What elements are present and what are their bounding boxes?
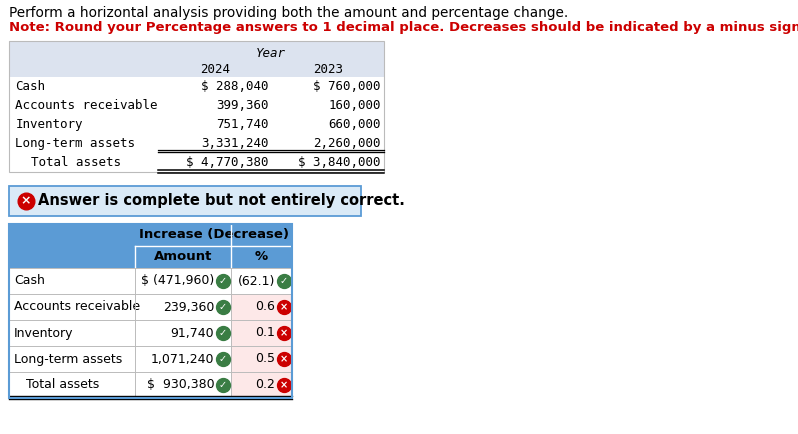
Text: ×: × — [279, 302, 288, 312]
Text: ×: × — [279, 328, 288, 338]
Bar — [231, 294, 292, 320]
Text: (62.1): (62.1) — [238, 274, 275, 287]
Text: 2,260,000: 2,260,000 — [314, 137, 381, 150]
Text: Accounts receivable: Accounts receivable — [15, 99, 158, 112]
Text: ×: × — [21, 194, 31, 207]
Text: ✓: ✓ — [219, 354, 227, 364]
Text: 0.6: 0.6 — [255, 300, 275, 313]
Text: ×: × — [279, 354, 288, 364]
Text: Long-term assets: Long-term assets — [14, 352, 122, 365]
Bar — [10, 224, 292, 246]
Text: 160,000: 160,000 — [328, 99, 381, 112]
Text: $ 288,040: $ 288,040 — [201, 80, 268, 93]
Text: ✓: ✓ — [219, 328, 227, 338]
Bar — [231, 372, 292, 398]
Text: Inventory: Inventory — [14, 326, 73, 339]
Text: 2023: 2023 — [313, 63, 342, 76]
Text: 0.1: 0.1 — [255, 326, 275, 339]
Text: 399,360: 399,360 — [216, 99, 268, 112]
Text: 2024: 2024 — [200, 63, 230, 76]
Bar — [10, 246, 292, 268]
Text: $  930,380: $ 930,380 — [147, 378, 214, 391]
Bar — [10, 268, 292, 294]
Bar — [10, 320, 292, 346]
Text: 0.5: 0.5 — [255, 352, 275, 365]
Text: $ 4,770,380: $ 4,770,380 — [186, 156, 268, 169]
Text: 3,331,240: 3,331,240 — [201, 137, 268, 150]
Text: Total assets: Total assets — [30, 156, 120, 169]
Text: Increase (Decrease): Increase (Decrease) — [139, 228, 289, 241]
Text: Perform a horizontal analysis providing both the amount and percentage change.: Perform a horizontal analysis providing … — [10, 6, 568, 20]
Text: Cash: Cash — [15, 80, 45, 93]
Bar — [10, 294, 292, 320]
Text: 239,360: 239,360 — [163, 300, 214, 313]
Text: ✓: ✓ — [219, 276, 227, 286]
Text: ✓: ✓ — [219, 380, 227, 390]
Text: Cash: Cash — [14, 274, 45, 287]
Text: ✓: ✓ — [279, 276, 288, 286]
Bar — [231, 346, 292, 372]
Text: %: % — [255, 250, 268, 263]
Text: Long-term assets: Long-term assets — [15, 137, 136, 150]
Text: $ (471,960): $ (471,960) — [141, 274, 214, 287]
Text: 1,071,240: 1,071,240 — [151, 352, 214, 365]
Bar — [10, 41, 384, 172]
Text: Accounts receivable: Accounts receivable — [14, 300, 140, 313]
Bar — [10, 41, 384, 77]
Text: 91,740: 91,740 — [171, 326, 214, 339]
Bar — [10, 186, 361, 216]
Bar — [231, 320, 292, 346]
Text: ×: × — [279, 380, 288, 390]
Text: Inventory: Inventory — [15, 118, 83, 131]
Bar — [10, 346, 292, 372]
Text: Answer is complete but not entirely correct.: Answer is complete but not entirely corr… — [38, 194, 405, 208]
Text: Year: Year — [256, 47, 286, 60]
Text: Amount: Amount — [154, 250, 212, 263]
Text: $ 3,840,000: $ 3,840,000 — [298, 156, 381, 169]
Bar — [10, 372, 292, 398]
Text: Note: Round your Percentage answers to 1 decimal place. Decreases should be indi: Note: Round your Percentage answers to 1… — [10, 21, 798, 34]
Text: 660,000: 660,000 — [328, 118, 381, 131]
Text: 0.2: 0.2 — [255, 378, 275, 391]
Text: 751,740: 751,740 — [216, 118, 268, 131]
Text: Total assets: Total assets — [26, 378, 99, 391]
Bar — [10, 224, 292, 398]
Text: $ 760,000: $ 760,000 — [314, 80, 381, 93]
Text: ✓: ✓ — [219, 302, 227, 312]
